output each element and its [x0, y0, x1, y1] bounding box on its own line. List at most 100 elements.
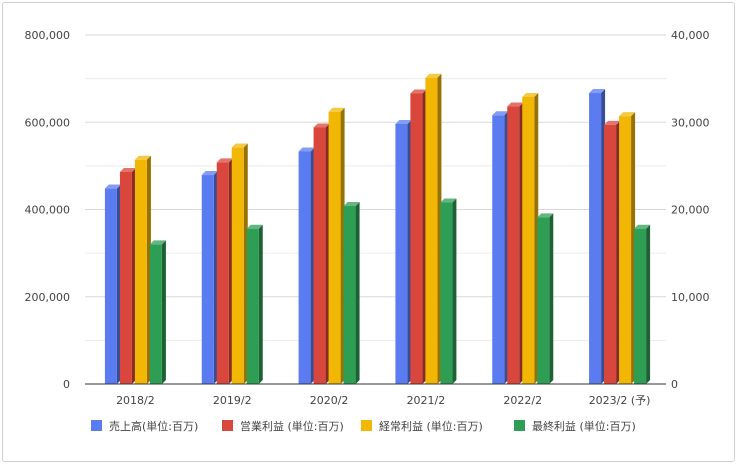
bar [298, 147, 315, 384]
bar-top [313, 123, 330, 128]
bar [440, 198, 457, 384]
x-axis-tick-label: 2021/2 [407, 394, 446, 407]
bar [216, 158, 233, 384]
bar-front [634, 228, 647, 384]
bar-front [522, 96, 535, 384]
bar-side [452, 198, 457, 384]
legend-swatch [361, 420, 372, 431]
bar-top [246, 224, 263, 229]
bar-front [537, 217, 550, 384]
right-axis-tick-label: 30,000 [671, 116, 710, 129]
bar-front [149, 244, 162, 384]
bar [343, 202, 360, 384]
legend-swatch [91, 420, 102, 431]
legend-item: 売上高(単位:百万) [91, 419, 198, 433]
bar-front [604, 124, 617, 385]
bar [119, 167, 136, 384]
bar-side [355, 202, 360, 384]
right-axis-tick-label: 10,000 [671, 291, 710, 304]
bar [619, 112, 636, 384]
bar-top [425, 73, 442, 78]
left-axis-tick-label: 0 [63, 378, 70, 391]
bar [149, 240, 166, 384]
bar [313, 123, 330, 385]
bar-top [216, 158, 233, 163]
bar [231, 143, 248, 384]
bar [537, 213, 554, 384]
x-axis-tick-label: 2019/2 [213, 394, 252, 407]
bar-top [604, 120, 621, 125]
bar-side [646, 224, 651, 384]
legend-label: 最終利益 (単位:百万) [532, 419, 636, 433]
bar-front [440, 202, 453, 384]
bar-front [619, 116, 632, 384]
bar-front [395, 123, 408, 385]
bar [492, 111, 509, 385]
bar-top [507, 102, 524, 107]
bar-top [440, 198, 457, 203]
legend-label: 売上高(単位:百万) [109, 419, 198, 433]
bar-front [298, 151, 311, 384]
bar-front [231, 147, 244, 384]
bar-top [119, 167, 136, 172]
bar-front [425, 77, 438, 384]
bar-front [216, 162, 229, 384]
bar-top [537, 213, 554, 218]
left-axis-tick-label: 800,000 [25, 29, 71, 42]
bar [395, 119, 412, 385]
bar [634, 224, 651, 384]
bar [589, 89, 606, 385]
x-axis-tick-label: 2022/2 [503, 394, 542, 407]
bar [425, 73, 442, 384]
legend-item: 経常利益 (単位:百万) [361, 419, 483, 433]
bars [104, 73, 651, 385]
bar-front [201, 175, 214, 384]
bar-top [231, 143, 248, 148]
axes: 0 0 200,000 10,000 400,000 20,000 600,000 30,00… [25, 29, 710, 407]
bar-side [258, 224, 263, 384]
legend-item: 営業利益 (単位:百万) [222, 419, 344, 433]
bar-front [507, 106, 520, 385]
bar-top [328, 107, 345, 112]
bar-front [246, 228, 259, 384]
bar [522, 92, 539, 384]
right-axis-tick-label: 40,000 [671, 29, 710, 42]
bar-top [343, 202, 360, 207]
x-axis-tick-label: 2023/2 (予) [589, 394, 651, 407]
left-axis-tick-label: 600,000 [25, 116, 71, 129]
bar-top [201, 171, 218, 176]
legend-swatch [514, 420, 525, 431]
right-axis-tick-label: 0 [671, 378, 678, 391]
bar [246, 224, 263, 384]
bar-top [492, 111, 509, 116]
bar-front [104, 188, 117, 384]
bar-top [619, 112, 636, 117]
bar [104, 184, 121, 384]
legend-label: 営業利益 (単位:百万) [240, 419, 344, 433]
bar [507, 102, 524, 385]
bar-top [395, 119, 412, 124]
bar-top [410, 89, 427, 94]
gridlines [85, 34, 666, 341]
bar-top [134, 155, 151, 160]
bar-top [298, 147, 315, 152]
right-axis-tick-label: 20,000 [671, 204, 710, 217]
x-axis-tick-label: 2018/2 [116, 394, 155, 407]
legend: 売上高(単位:百万) 営業利益 (単位:百万) 経常利益 (単位:百万) 最終利益 (… [91, 419, 636, 433]
bar-front [313, 127, 326, 385]
bar-side [549, 213, 554, 384]
x-axis-tick-label: 2020/2 [310, 394, 349, 407]
legend-label: 経常利益 (単位:百万) [379, 419, 483, 433]
bar-front [328, 111, 341, 384]
left-axis-tick-label: 200,000 [25, 291, 71, 304]
bar-top [522, 92, 539, 97]
bar [410, 89, 427, 385]
bar-top [104, 184, 121, 189]
bar-front [119, 171, 132, 384]
bar [328, 107, 345, 384]
legend-item: 最終利益 (単位:百万) [514, 419, 636, 433]
bar-top [149, 240, 166, 245]
bar-front [134, 159, 147, 384]
legend-swatch [222, 420, 233, 431]
